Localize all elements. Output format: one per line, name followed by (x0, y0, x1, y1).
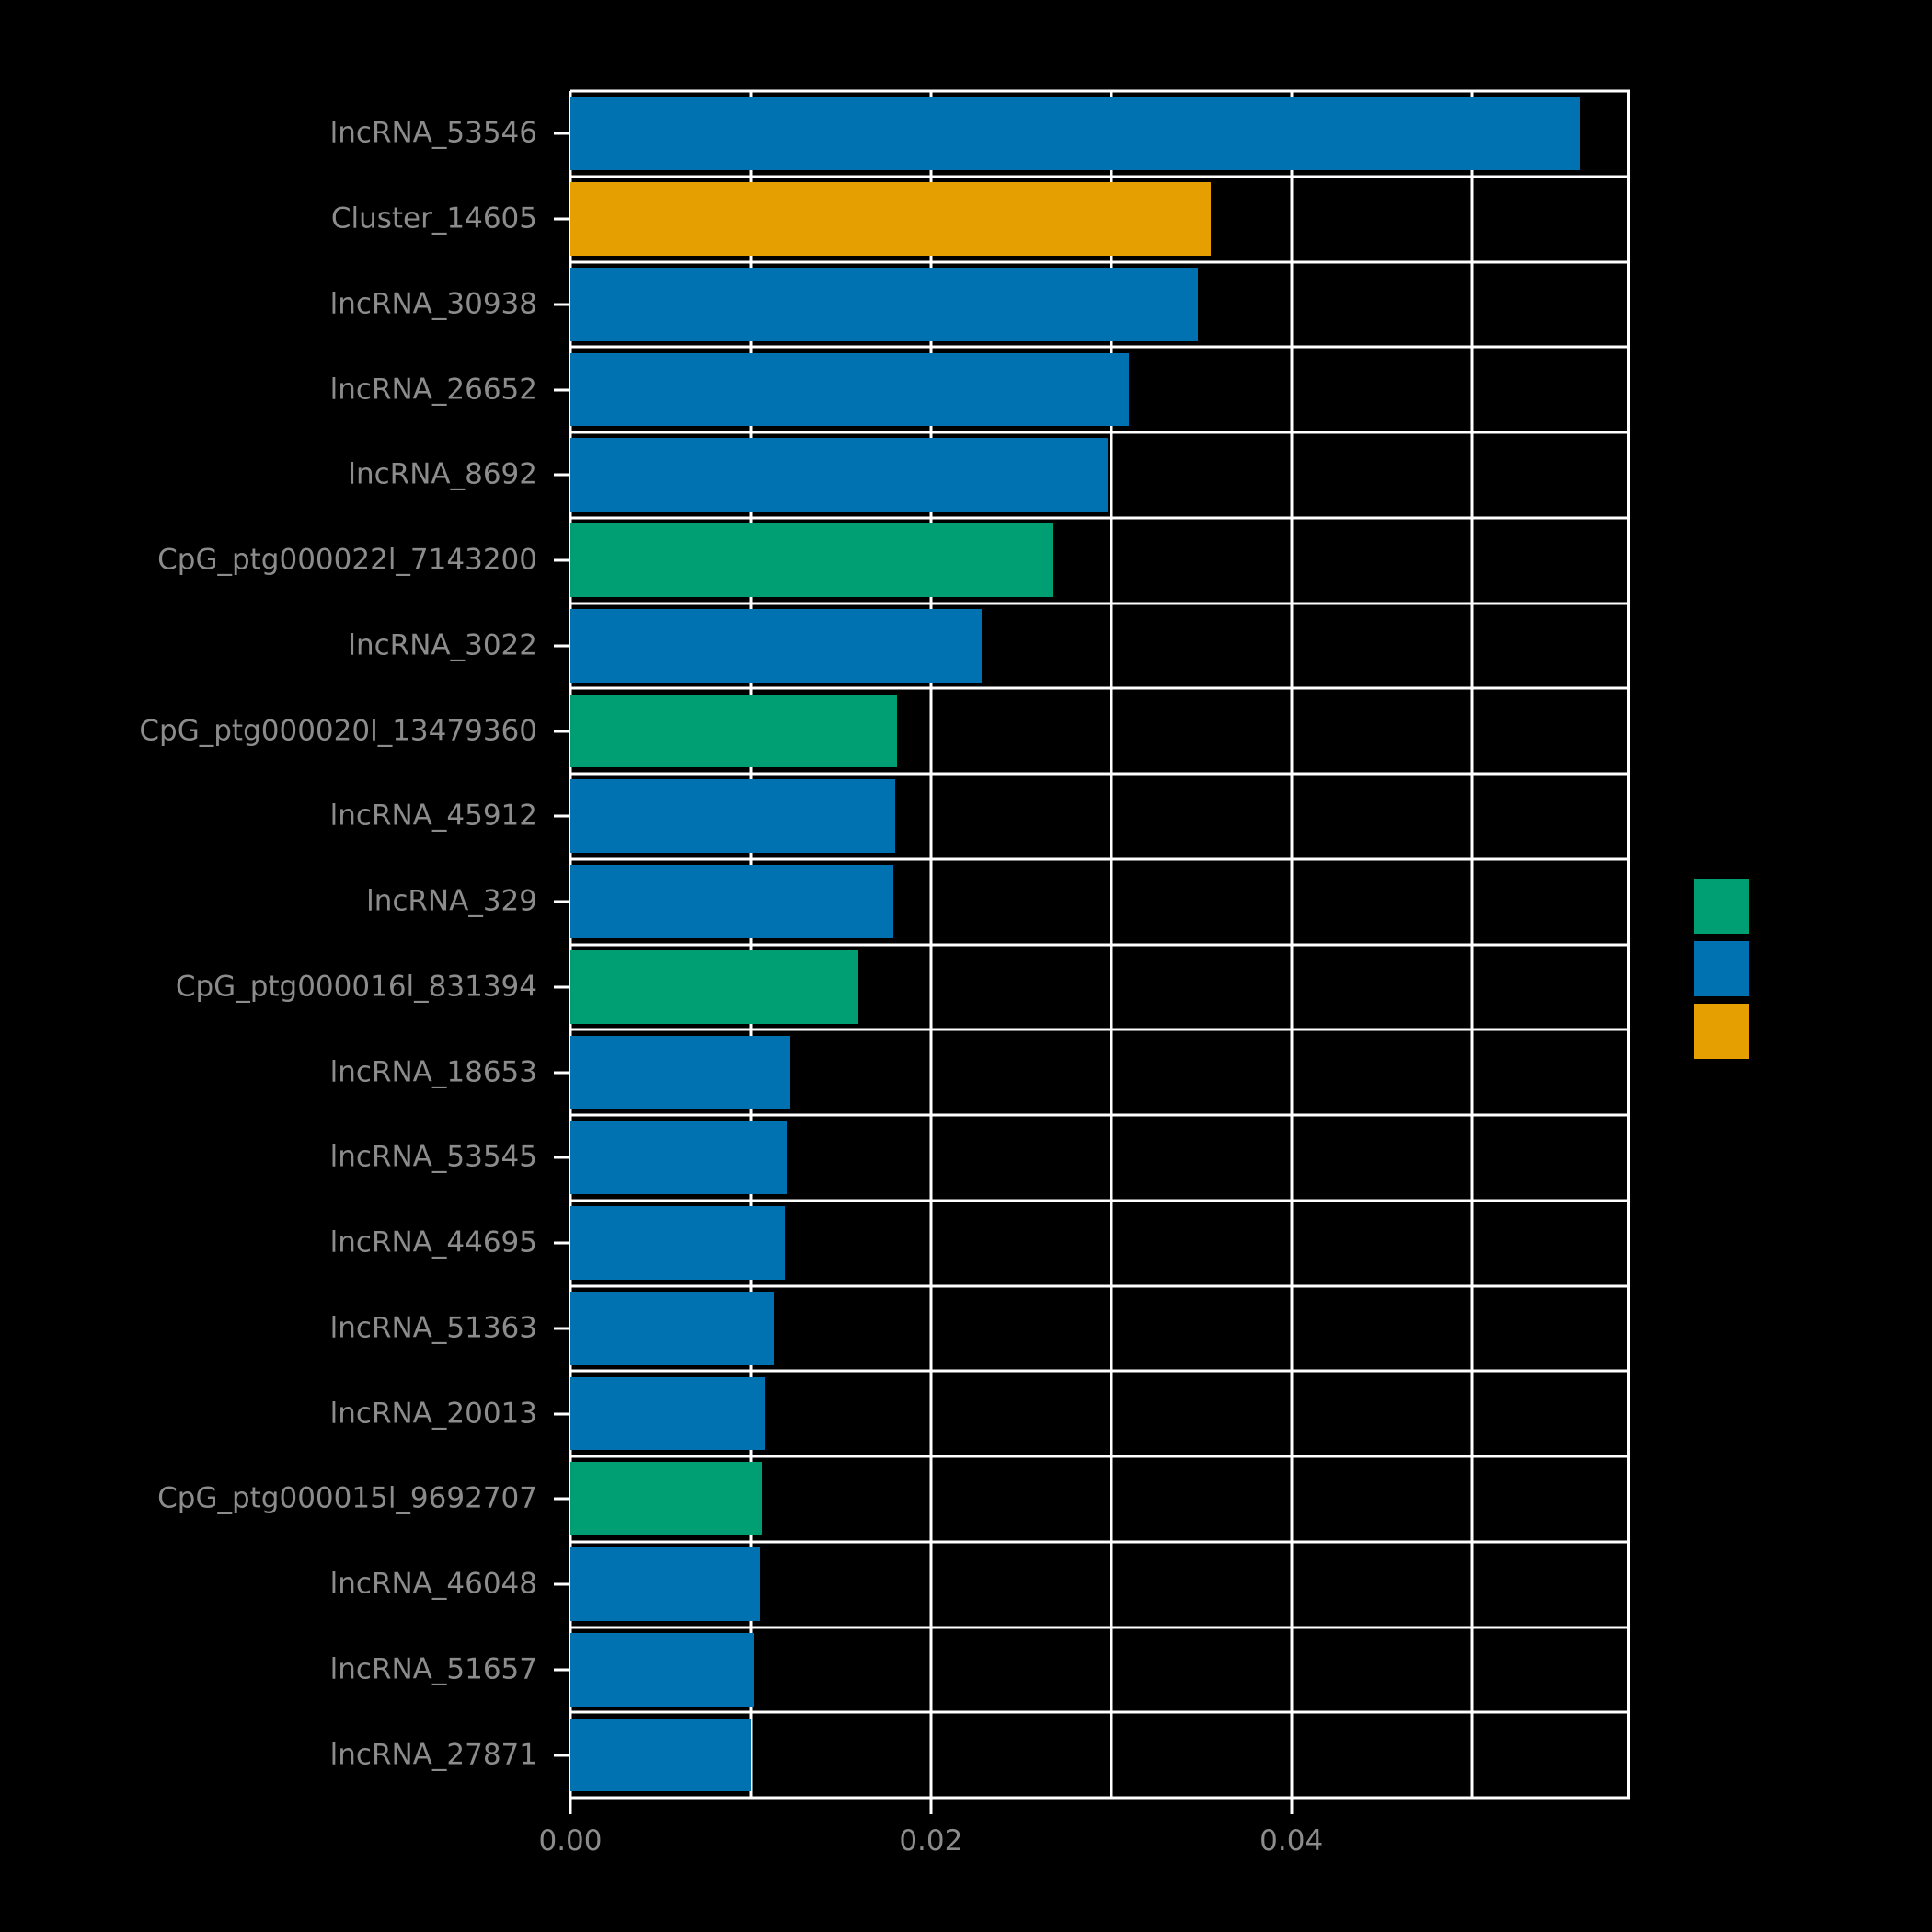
y-gridline (570, 1626, 1630, 1628)
y-axis-tick (554, 730, 570, 733)
y-gridline (570, 1199, 1630, 1202)
bar (570, 182, 1211, 256)
x-axis-tick (1290, 1798, 1294, 1814)
x-axis-tick-label: 0.02 (899, 1824, 963, 1857)
y-axis-label: lncRNA_27871 (329, 1738, 537, 1772)
y-gridline (570, 1369, 1630, 1373)
y-axis-tick (554, 644, 570, 648)
y-gridline (570, 1284, 1630, 1287)
y-axis-label: CpG_ptg000015l_9692707 (157, 1481, 537, 1515)
y-axis-tick (554, 1327, 570, 1330)
y-axis-tick (554, 388, 570, 392)
x-axis-tick-label: 0.00 (538, 1824, 603, 1857)
y-axis-tick (554, 1412, 570, 1416)
y-gridline (570, 686, 1630, 690)
y-gridline (570, 1540, 1630, 1544)
y-axis-tick (554, 303, 570, 306)
legend-swatch-orange (1694, 1004, 1749, 1059)
y-axis-tick (554, 985, 570, 989)
y-axis-label: lncRNA_3022 (348, 628, 537, 662)
y-axis-tick (554, 814, 570, 818)
bar (570, 1462, 762, 1536)
y-axis-label: lncRNA_8692 (348, 457, 537, 491)
y-axis-tick (554, 1497, 570, 1501)
y-gridline (570, 1710, 1630, 1714)
y-axis-label: CpG_ptg000022l_7143200 (157, 543, 537, 577)
y-gridline (570, 345, 1630, 349)
y-axis-label: CpG_ptg000020l_13479360 (139, 714, 537, 748)
y-axis-tick (554, 132, 570, 135)
y-axis-label: lncRNA_26652 (329, 373, 537, 407)
y-axis-tick (554, 1754, 570, 1757)
bar (570, 1376, 765, 1451)
y-axis-tick (554, 1071, 570, 1075)
y-axis-tick (554, 217, 570, 221)
bar (570, 1632, 754, 1707)
y-axis-label: lncRNA_51657 (329, 1652, 537, 1686)
y-gridline (570, 260, 1630, 263)
bar (570, 608, 982, 683)
bar (570, 267, 1198, 341)
y-gridline (570, 857, 1630, 861)
y-axis-label: lncRNA_44695 (329, 1225, 537, 1259)
y-gridline (570, 431, 1630, 434)
bar (570, 1547, 760, 1621)
y-axis-tick (554, 1241, 570, 1245)
y-axis-tick (554, 900, 570, 903)
y-axis-label: lncRNA_45912 (329, 799, 537, 833)
bar (570, 779, 895, 854)
legend-swatch-blue (1694, 941, 1749, 996)
legend (1694, 879, 1749, 1059)
x-axis-tick-label: 0.04 (1259, 1824, 1324, 1857)
y-gridline (570, 89, 1630, 93)
bar (570, 1291, 775, 1365)
y-axis-label: lncRNA_20013 (329, 1397, 537, 1431)
y-axis-tick (554, 473, 570, 477)
y-gridline (570, 1455, 1630, 1458)
y-axis-label: lncRNA_329 (366, 884, 537, 918)
y-axis-label: lncRNA_46048 (329, 1567, 537, 1601)
y-gridline (570, 772, 1630, 776)
y-gridline (570, 943, 1630, 946)
bar (570, 1206, 786, 1280)
y-gridline (570, 175, 1630, 178)
bar (570, 1121, 788, 1195)
bar (570, 694, 897, 768)
bar (570, 352, 1130, 427)
y-gridline (570, 1113, 1630, 1117)
legend-swatch-green (1694, 879, 1749, 934)
y-gridline (570, 1796, 1630, 1800)
y-axis-tick (554, 1582, 570, 1586)
y-axis-label: lncRNA_53546 (329, 116, 537, 150)
bar (570, 438, 1108, 512)
bar (570, 865, 893, 938)
y-axis-label: CpG_ptg000016l_831394 (175, 970, 537, 1004)
y-gridline (570, 1028, 1630, 1031)
bar (570, 1035, 791, 1110)
x-axis-tick (569, 1798, 572, 1814)
y-axis-tick (554, 558, 570, 562)
y-gridline (570, 516, 1630, 520)
bar (570, 523, 1054, 597)
bar (570, 97, 1581, 171)
x-axis-tick (929, 1798, 933, 1814)
y-axis-tick (554, 1668, 570, 1672)
y-axis-label: lncRNA_51363 (329, 1311, 537, 1345)
y-gridline (570, 602, 1630, 604)
y-axis-label: lncRNA_18653 (329, 1055, 537, 1089)
y-axis-label: Cluster_14605 (330, 201, 537, 236)
y-axis-label: lncRNA_30938 (329, 287, 537, 321)
bar (570, 1718, 751, 1792)
y-axis-label: lncRNA_53545 (329, 1140, 537, 1174)
y-axis-tick (554, 1156, 570, 1159)
bar (570, 949, 859, 1024)
